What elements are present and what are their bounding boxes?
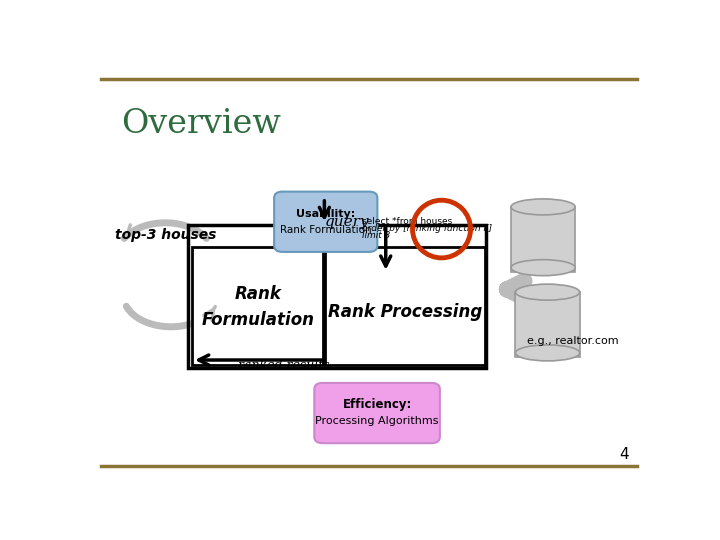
Text: top-3 houses: top-3 houses <box>115 228 217 242</box>
Text: e.g., realtor.com: e.g., realtor.com <box>527 336 618 346</box>
Text: Overview: Overview <box>121 109 281 140</box>
Text: order by [ranking function F]: order by [ranking function F] <box>361 224 492 233</box>
Text: limit 3: limit 3 <box>361 231 390 240</box>
Text: Processing Algorithms: Processing Algorithms <box>315 416 439 426</box>
FancyBboxPatch shape <box>192 246 323 365</box>
Bar <box>516 292 580 357</box>
FancyBboxPatch shape <box>274 192 377 252</box>
Text: Rank Processing: Rank Processing <box>328 303 482 321</box>
Text: 4: 4 <box>619 447 629 462</box>
Text: ranked results: ranked results <box>238 359 330 372</box>
Text: Usability:: Usability: <box>296 208 356 219</box>
Bar <box>511 207 575 272</box>
Text: Rank: Rank <box>234 285 281 303</box>
Text: Efficiency:: Efficiency: <box>343 399 412 411</box>
Text: Rank Formulation: Rank Formulation <box>280 225 372 235</box>
FancyBboxPatch shape <box>325 246 485 365</box>
Ellipse shape <box>516 284 580 300</box>
Ellipse shape <box>511 199 575 215</box>
FancyBboxPatch shape <box>315 383 440 443</box>
Ellipse shape <box>511 260 575 275</box>
Text: select *from houses: select *from houses <box>361 217 452 226</box>
Text: query: query <box>324 215 369 229</box>
Text: Formulation: Formulation <box>201 311 314 329</box>
Ellipse shape <box>516 345 580 361</box>
